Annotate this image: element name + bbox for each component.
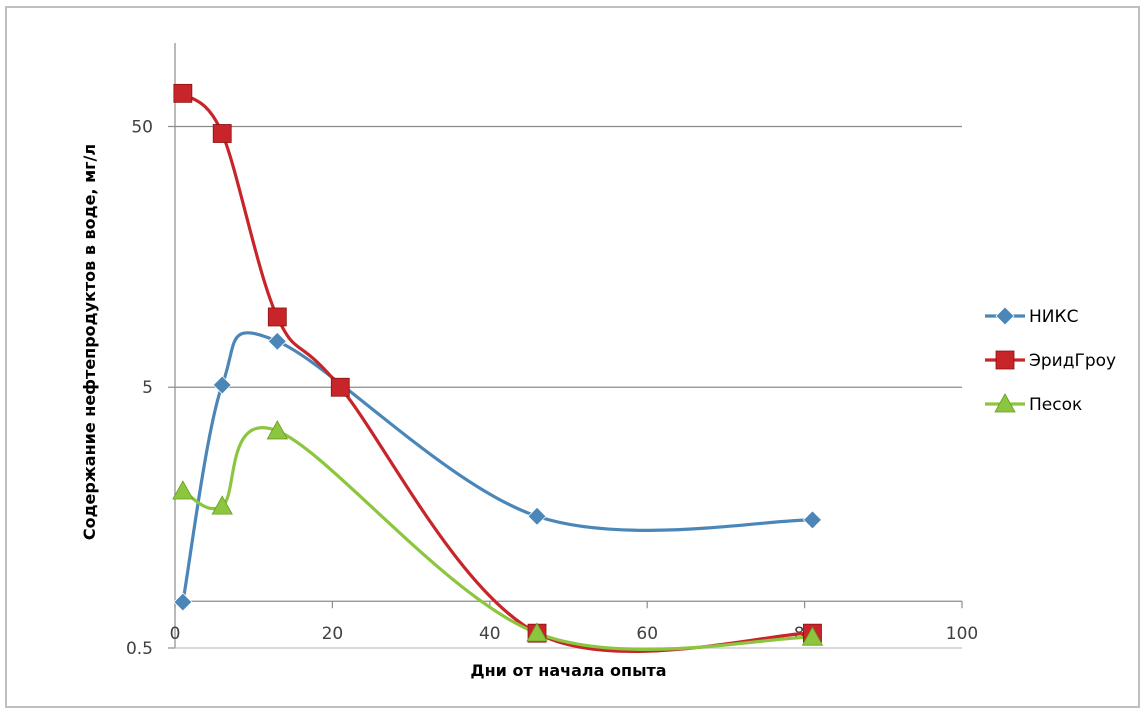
x-tick-label: 100 — [946, 624, 978, 644]
series-line-1 — [181, 331, 813, 603]
y-tick-label: 50 — [131, 117, 153, 137]
data-point-series-3 — [801, 626, 824, 646]
y-tick-label: 5 — [142, 378, 153, 398]
series-lines — [181, 92, 813, 653]
x-tick-label: 20 — [322, 624, 344, 644]
series-line-2 — [181, 92, 813, 653]
legend-label-1: НИКС — [1029, 307, 1078, 327]
x-tick-label: 60 — [636, 624, 658, 644]
data-point-series-2 — [267, 307, 287, 327]
data-point-series-2 — [173, 83, 193, 103]
y-axis-ticks: 0.5 5 50 — [126, 117, 175, 659]
data-point-series-3 — [526, 622, 548, 642]
data-point-series-1 — [173, 592, 193, 612]
gridlines — [175, 125, 962, 649]
x-axis-title: Дни от начала опыта — [470, 661, 666, 680]
legend-marker-2 — [995, 350, 1015, 370]
y-tick-label: 0.5 — [126, 639, 153, 659]
data-point-series-1 — [802, 510, 823, 530]
data-point-series-3 — [172, 480, 194, 500]
series-line-3 — [182, 426, 813, 651]
data-point-series-1 — [212, 375, 232, 395]
x-axis-ticks: 020406080100 — [170, 601, 978, 644]
legend-label-3: Песок — [1029, 395, 1082, 415]
data-point-series-2 — [330, 377, 350, 397]
data-point-series-3 — [211, 495, 233, 515]
legend-marker-3 — [994, 393, 1016, 413]
legend-label-2: ЭридГроу — [1029, 351, 1116, 371]
data-point-series-1 — [267, 331, 287, 351]
data-point-series-3 — [266, 420, 288, 440]
series-markers — [172, 83, 824, 646]
data-point-series-1 — [527, 506, 547, 526]
data-point-series-2 — [212, 124, 232, 143]
legend: НИКС ЭридГроу Песок — [985, 306, 1116, 415]
x-tick-label: 40 — [479, 624, 501, 644]
y-axis-title: Содержание нефтепродуктов в воде, мг/л — [80, 144, 99, 540]
x-tick-label: 0 — [170, 624, 181, 644]
legend-marker-1 — [995, 306, 1015, 326]
axes — [174, 43, 962, 649]
